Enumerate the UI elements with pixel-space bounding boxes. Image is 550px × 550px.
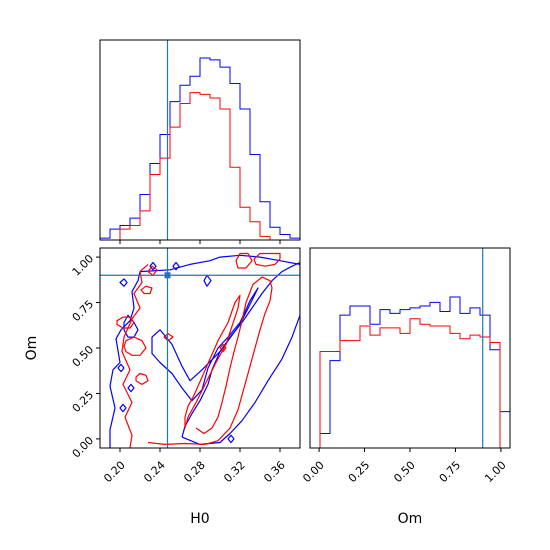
contour-line-blue — [109, 254, 300, 448]
contour-line-red — [163, 332, 174, 342]
contour-line-blue — [227, 434, 235, 444]
contour-line-blue — [119, 278, 128, 287]
h0-histogram-series-blue — [100, 57, 300, 239]
contour-line-red — [147, 276, 273, 445]
om-histogram-series-blue — [310, 296, 510, 448]
om-plot-area — [310, 248, 510, 448]
contour-line-blue — [123, 314, 139, 338]
contour-line-red — [116, 316, 135, 329]
contour-line-red — [147, 265, 158, 276]
contour-line-blue — [172, 261, 180, 271]
contour-line-blue — [117, 363, 125, 373]
om-xaxis-label: Om — [398, 511, 423, 527]
contour-line-red — [184, 294, 241, 429]
contour-line-blue — [151, 287, 259, 402]
histogram-h0-panel — [99, 39, 301, 244]
h0-plot-area — [100, 40, 300, 240]
contour-line-red — [235, 252, 253, 269]
contour-line-blue — [127, 383, 135, 393]
contour-line-red — [219, 343, 227, 353]
contour-plot-area — [100, 248, 300, 448]
contour-line-red — [135, 372, 149, 385]
h0-xaxis-label: H0 — [190, 511, 209, 527]
contour-line-blue — [203, 274, 212, 287]
om-yaxis-label: Om — [24, 336, 40, 361]
contour-truth-marker — [164, 272, 171, 279]
contour-line-red — [140, 285, 153, 295]
contour-line-blue — [119, 403, 127, 413]
contour-line-red — [253, 252, 281, 267]
contour-line-blue — [149, 261, 157, 271]
contour-line-blue — [181, 261, 300, 445]
contour-line-red — [121, 263, 149, 448]
contour-line-red — [123, 336, 147, 356]
om-histogram-series-red — [310, 318, 510, 448]
h0-histogram-series-red — [100, 92, 300, 240]
